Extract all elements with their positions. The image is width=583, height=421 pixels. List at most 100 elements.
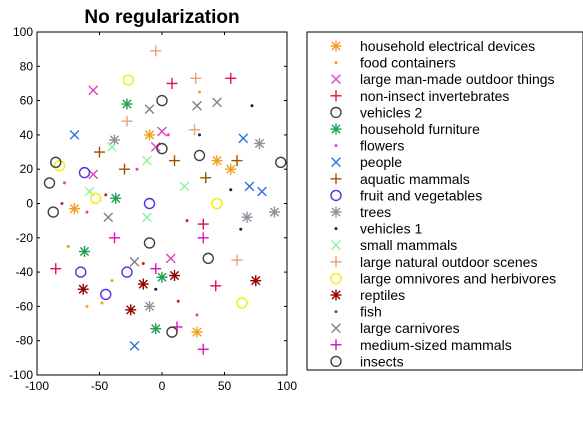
data-point bbox=[121, 115, 133, 127]
data-point bbox=[129, 340, 140, 351]
chart-title: No regularization bbox=[84, 7, 239, 28]
y-tick-label: -80 bbox=[16, 334, 34, 348]
legend-marker bbox=[330, 272, 342, 285]
data-point bbox=[143, 237, 156, 249]
y-tick-label: -100 bbox=[9, 368, 33, 382]
data-point bbox=[190, 72, 202, 84]
data-point bbox=[85, 304, 89, 308]
y-tick-label: -40 bbox=[16, 265, 34, 279]
legend-marker bbox=[330, 173, 342, 185]
data-point bbox=[197, 232, 209, 244]
legend-label: vehicles 1 bbox=[360, 221, 422, 237]
data-point bbox=[269, 206, 280, 218]
data-point bbox=[154, 287, 158, 291]
legend-label: insects bbox=[360, 353, 404, 369]
legend-label: large omnivores and herbivores bbox=[360, 270, 556, 286]
data-point bbox=[79, 246, 90, 258]
data-point bbox=[157, 126, 167, 137]
data-point bbox=[77, 283, 89, 295]
legend-marker bbox=[330, 256, 342, 268]
data-point bbox=[119, 163, 130, 175]
legend-marker bbox=[330, 40, 342, 52]
data-point bbox=[150, 142, 161, 152]
data-point bbox=[50, 156, 62, 169]
legend-label: food containers bbox=[360, 55, 456, 71]
data-point bbox=[103, 212, 114, 223]
y-tick-label: 60 bbox=[20, 94, 34, 108]
data-point bbox=[225, 72, 237, 84]
data-point bbox=[143, 197, 156, 210]
data-point bbox=[169, 155, 180, 167]
data-point bbox=[166, 77, 178, 89]
data-point bbox=[176, 299, 180, 303]
legend-label: reptiles bbox=[360, 287, 405, 303]
data-point bbox=[192, 100, 202, 111]
axis-ticks: -100 -50 0 50 100 100 80 60 40 20 0 -20 -40 -60 -80 -10… bbox=[9, 25, 297, 393]
data-point bbox=[200, 172, 212, 184]
data-point bbox=[135, 167, 139, 171]
data-point bbox=[150, 323, 162, 335]
data-point bbox=[236, 297, 248, 309]
data-point bbox=[47, 206, 59, 218]
data-point bbox=[63, 181, 66, 185]
data-point bbox=[257, 186, 267, 197]
data-point bbox=[85, 210, 89, 214]
data-point bbox=[66, 244, 70, 248]
data-point bbox=[150, 45, 162, 57]
data-point bbox=[100, 288, 112, 301]
x-tick-label: 50 bbox=[218, 379, 232, 393]
legend-marker bbox=[331, 323, 341, 334]
y-tick-label: 0 bbox=[26, 197, 33, 211]
data-point bbox=[231, 155, 243, 167]
x-tick-label: 0 bbox=[159, 379, 166, 393]
legend-label: vehicles 2 bbox=[360, 104, 422, 120]
data-point bbox=[211, 155, 223, 167]
data-point bbox=[150, 263, 162, 275]
legend-marker bbox=[330, 355, 342, 368]
legend-marker bbox=[334, 144, 338, 148]
y-tick-label: 80 bbox=[20, 59, 34, 73]
data-point bbox=[198, 133, 201, 137]
legend-label: medium-sized mammals bbox=[360, 337, 512, 353]
y-tick-label: 100 bbox=[13, 25, 33, 39]
plot-area bbox=[36, 31, 288, 376]
data-point bbox=[231, 254, 243, 266]
legend-box bbox=[306, 31, 583, 371]
data-point bbox=[202, 252, 214, 265]
data-point bbox=[275, 156, 287, 169]
data-point bbox=[100, 301, 104, 305]
data-point bbox=[104, 193, 108, 197]
legend-label: household furniture bbox=[360, 121, 480, 137]
data-point bbox=[156, 271, 168, 283]
legend-label: flowers bbox=[360, 138, 404, 154]
data-point bbox=[156, 94, 168, 107]
legend-label: non-insect invertebrates bbox=[360, 88, 509, 104]
data-point bbox=[197, 218, 209, 230]
data-point bbox=[193, 149, 206, 162]
legend-label: fish bbox=[360, 304, 382, 320]
data-markers bbox=[43, 45, 287, 355]
data-point bbox=[107, 142, 117, 152]
data-point bbox=[189, 124, 200, 136]
x-tick-label: -100 bbox=[25, 379, 49, 393]
y-tick-label: -20 bbox=[16, 231, 34, 245]
data-point bbox=[250, 275, 262, 287]
data-point bbox=[78, 166, 91, 179]
data-point bbox=[94, 146, 105, 158]
data-point bbox=[121, 266, 133, 278]
legend-marker bbox=[331, 157, 341, 168]
data-point bbox=[165, 253, 176, 264]
legend-label: people bbox=[360, 154, 402, 170]
data-point bbox=[198, 90, 201, 94]
data-point bbox=[239, 227, 243, 231]
data-point bbox=[144, 104, 155, 115]
data-point bbox=[156, 142, 168, 155]
legend-label: household electrical devices bbox=[360, 38, 535, 54]
legend-label: fruit and vegetables bbox=[360, 187, 482, 203]
legend-marker bbox=[334, 227, 338, 231]
data-point bbox=[144, 129, 155, 141]
x-tick-label: -50 bbox=[91, 379, 109, 393]
legend-marker bbox=[331, 240, 341, 251]
legend-label: large man-made outdoor things bbox=[360, 71, 555, 87]
